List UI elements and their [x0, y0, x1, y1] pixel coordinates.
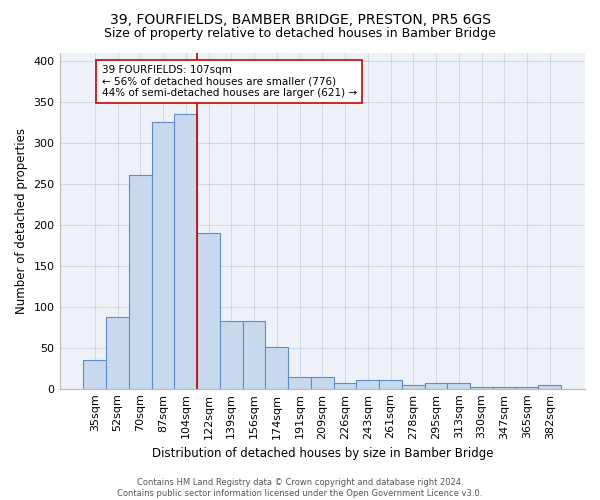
Bar — [197, 233, 220, 388]
Text: Size of property relative to detached houses in Bamber Bridge: Size of property relative to detached ho… — [104, 28, 496, 40]
Bar — [288, 377, 311, 388]
Bar — [220, 322, 242, 388]
Bar — [311, 377, 334, 388]
Bar — [493, 387, 515, 388]
Text: 39 FOURFIELDS: 107sqm
← 56% of detached houses are smaller (776)
44% of semi-det: 39 FOURFIELDS: 107sqm ← 56% of detached … — [101, 65, 357, 98]
Text: Contains HM Land Registry data © Crown copyright and database right 2024.
Contai: Contains HM Land Registry data © Crown c… — [118, 478, 482, 498]
X-axis label: Distribution of detached houses by size in Bamber Bridge: Distribution of detached houses by size … — [152, 447, 493, 460]
Bar — [334, 383, 356, 388]
Bar — [379, 380, 402, 388]
Bar — [425, 383, 448, 388]
Bar — [448, 383, 470, 388]
Bar — [402, 384, 425, 388]
Bar — [265, 347, 288, 389]
Bar — [175, 114, 197, 388]
Y-axis label: Number of detached properties: Number of detached properties — [15, 128, 28, 314]
Bar — [356, 380, 379, 388]
Bar — [83, 360, 106, 388]
Bar — [242, 322, 265, 388]
Bar — [152, 122, 175, 388]
Bar — [106, 318, 129, 388]
Bar — [538, 386, 561, 388]
Text: 39, FOURFIELDS, BAMBER BRIDGE, PRESTON, PR5 6GS: 39, FOURFIELDS, BAMBER BRIDGE, PRESTON, … — [110, 12, 491, 26]
Bar — [515, 387, 538, 388]
Bar — [470, 387, 493, 388]
Bar — [129, 176, 152, 388]
